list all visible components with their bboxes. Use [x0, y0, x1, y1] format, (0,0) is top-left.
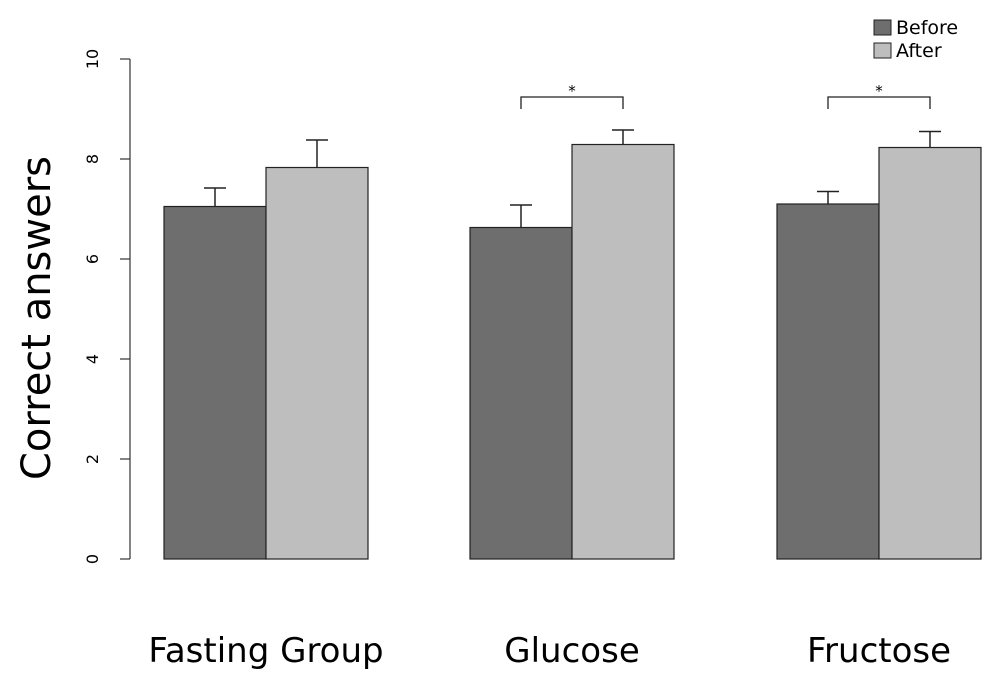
category-label: Glucose [504, 631, 639, 671]
bar-before-1 [163, 205, 267, 560]
y-tick-label: 8 [83, 154, 102, 164]
category-label: Fasting Group [148, 631, 383, 671]
legend-swatch [873, 42, 892, 59]
bars [163, 143, 982, 560]
y-tick-label: 10 [83, 49, 102, 69]
bar-after-3 [878, 146, 982, 560]
legend-swatch [873, 19, 892, 36]
significance-bracket [520, 96, 624, 109]
bar-before-3 [776, 203, 880, 560]
y-tick-label: 6 [83, 254, 102, 264]
y-axis: 0 2 4 6 8 10 [83, 49, 131, 564]
legend-label: After [896, 40, 942, 62]
legend-label: Before [896, 17, 958, 39]
significance-markers: * * [520, 82, 931, 109]
bar-after-2 [571, 143, 675, 560]
significance-bracket [827, 96, 931, 109]
error-bars [204, 129, 941, 228]
y-tick-label: 4 [83, 354, 102, 364]
y-axis-title: Correct answers [14, 156, 60, 480]
category-label: Fructose [807, 631, 951, 671]
y-tick-label: 2 [83, 454, 102, 464]
bar-after-1 [265, 166, 369, 560]
significance-label: * [875, 82, 883, 100]
y-tick-label: 0 [83, 554, 102, 564]
significance-label: * [568, 82, 576, 100]
category-labels: Fasting Group Glucose Fructose [148, 631, 951, 671]
bar-before-2 [469, 226, 573, 560]
